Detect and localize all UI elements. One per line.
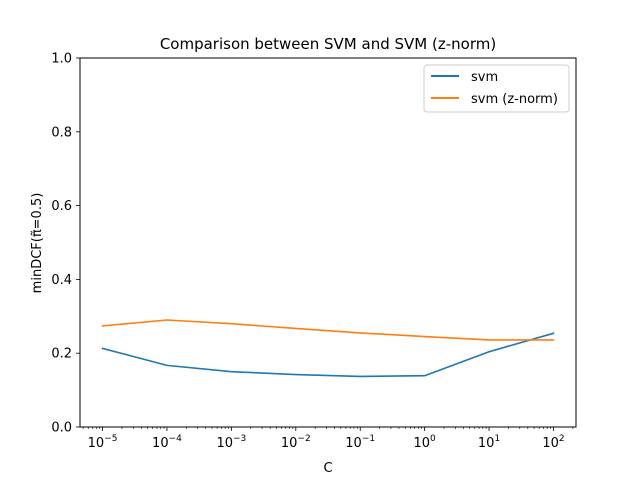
x-tick-label: 102 [542, 434, 564, 451]
plot-lines [101, 319, 555, 378]
y-tick-label: 0.8 [51, 125, 72, 140]
x-tick-label: 100 [413, 434, 436, 451]
x-tick-label: 10−1 [345, 434, 375, 451]
y-tick-label: 0.2 [51, 347, 72, 362]
x-tick-label: 10−2 [281, 434, 311, 451]
series-line-svm-znorm [101, 319, 555, 341]
plot-frame [79, 57, 577, 428]
y-tick-label: 1.0 [51, 52, 72, 67]
x-tick-label: 10−5 [88, 434, 118, 451]
chart-title: Comparison between SVM and SVM (z-norm) [160, 35, 496, 53]
y-tick-label: 0.6 [51, 199, 72, 214]
series-line-svm [101, 332, 555, 378]
legend-label-svm-znorm: svm (z-norm) [471, 92, 558, 107]
y-tick-label: 0.0 [51, 421, 72, 436]
x-tick-label: 101 [478, 434, 500, 451]
y-axis-label: minDCF(π̃=0.5) [30, 193, 45, 294]
legend: svm svm (z-norm) [423, 64, 570, 113]
y-tick-label: 0.4 [51, 273, 72, 288]
x-axis-label: C [323, 461, 332, 476]
legend-label-svm: svm [471, 70, 498, 85]
x-tick-label: 10−3 [216, 434, 246, 451]
x-tick-label: 10−4 [152, 434, 182, 451]
legend-box [423, 64, 570, 113]
axis-ticks: 10−5 10−4 10−3 10−2 10−1 100 101 102 0.0 0.2 0.4 0.… [51, 52, 574, 451]
